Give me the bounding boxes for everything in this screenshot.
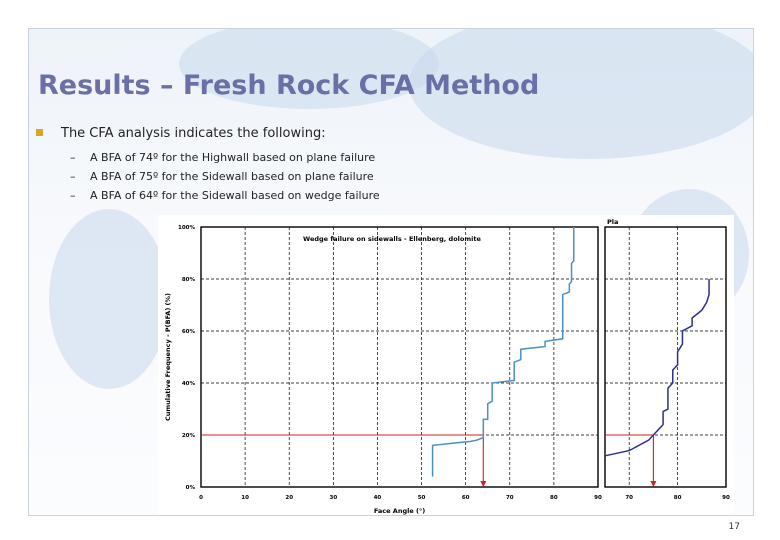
chart-title: Pla (607, 218, 618, 226)
x-tick-label: 20 (285, 495, 293, 501)
x-tick-label: 80 (550, 495, 558, 501)
x-tick-label: 0 (199, 495, 203, 501)
x-tick-label: 80 (674, 495, 682, 501)
cfa-chart-svg: 0 10 20 30 40 50 60 70 80 90 0% 20% 40% 60% 80% 100% Cum… (164, 218, 730, 515)
reference-arrow-icon (650, 481, 657, 487)
dash-icon: – (70, 189, 76, 202)
main-bullet-text: The CFA analysis indicates the following… (61, 126, 326, 141)
cfa-series-line (604, 279, 710, 457)
y-tick-label: 40% (182, 381, 196, 387)
cfa-chart-area: 0 10 20 30 40 50 60 70 80 90 0% 20% 40% 60% 80% 100% Cum… (158, 215, 734, 515)
y-axis-label: Cumulative Frequency - P(BFA) (%) (164, 293, 172, 421)
x-tick-label: 30 (330, 495, 338, 501)
sub-bullet: – A BFA of 75º for the Sidewall based on … (70, 170, 374, 183)
world-map-decoration (179, 29, 439, 109)
x-tick-label: 70 (625, 495, 633, 501)
main-bullet: The CFA analysis indicates the following… (36, 126, 326, 141)
reference-arrow-icon (480, 481, 487, 487)
sub-bullet-text: A BFA of 64º for the Sidewall based on w… (90, 189, 380, 202)
sub-bullet: – A BFA of 64º for the Sidewall based on … (70, 189, 380, 202)
sub-bullet: – A BFA of 74º for the Highwall based on … (70, 151, 375, 164)
x-tick-label: 60 (462, 495, 470, 501)
y-tick-label: 80% (182, 277, 196, 283)
plot-frame (200, 226, 599, 488)
dash-icon: – (70, 170, 76, 183)
x-tick-label: 90 (594, 495, 602, 501)
world-map-decoration-asia (409, 29, 753, 159)
bullet-square-icon (36, 129, 43, 136)
sub-bullet-text: A BFA of 74º for the Highwall based on p… (90, 151, 376, 164)
x-tick-label: 40 (374, 495, 382, 501)
x-tick-label: 10 (241, 495, 249, 501)
dash-icon: – (70, 151, 76, 164)
x-axis-label: Face Angle (°) (374, 507, 425, 515)
x-tick-label: 90 (722, 495, 730, 501)
plot-frame (604, 226, 727, 488)
cfa-series-line (431, 227, 575, 477)
world-map-decoration-south (49, 209, 169, 389)
y-tick-label: 100% (178, 225, 195, 231)
y-tick-label: 0% (186, 485, 196, 491)
page-number: 17 (728, 522, 740, 532)
y-tick-label: 20% (182, 433, 196, 439)
chart-title: Wedge failure on sidewalls - Ellenberg, … (303, 235, 481, 243)
x-tick-label: 50 (418, 495, 426, 501)
x-tick-label: 70 (506, 495, 514, 501)
slide-title: Results – Fresh Rock CFA Method (38, 70, 540, 101)
y-tick-label: 60% (182, 329, 196, 335)
sub-bullet-text: A BFA of 75º for the Sidewall based on p… (90, 170, 374, 183)
